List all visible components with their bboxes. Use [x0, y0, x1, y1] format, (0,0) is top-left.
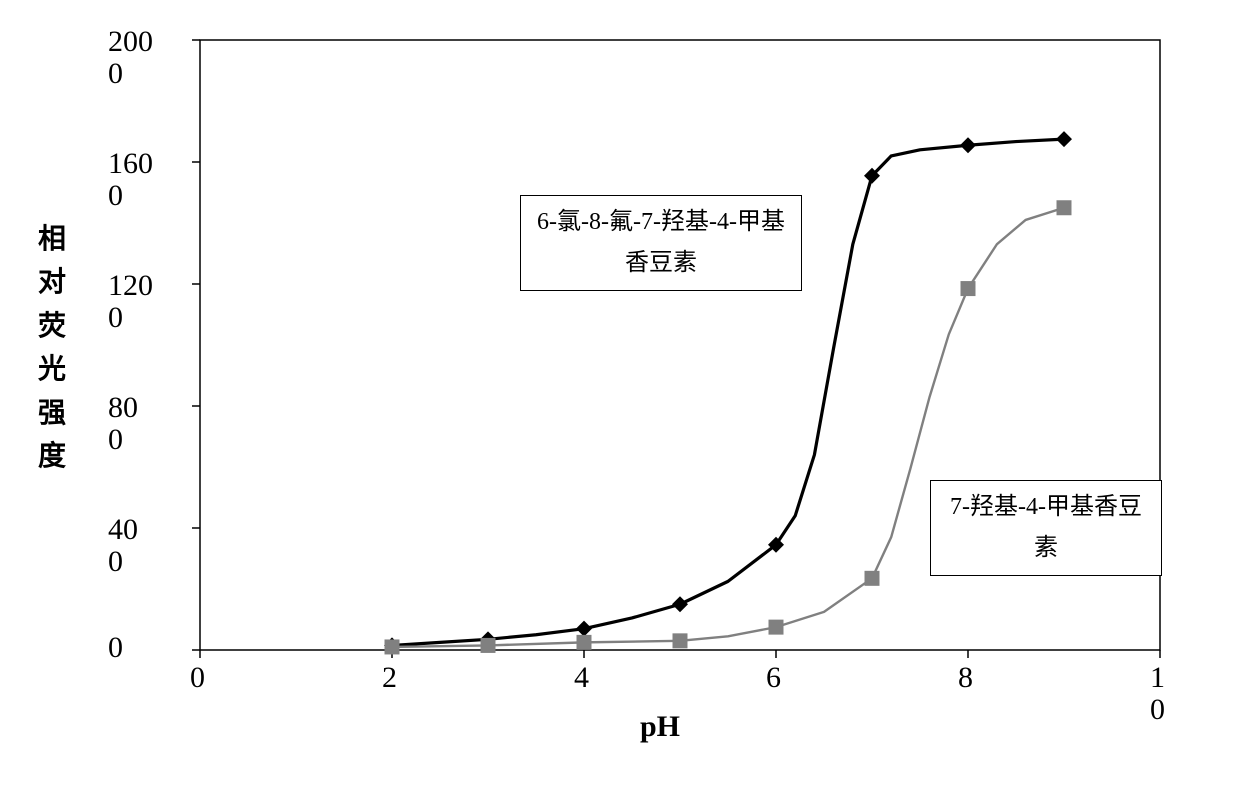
y-tick-label: 160 0 [108, 148, 178, 211]
y-tick-label: 80 0 [108, 392, 178, 455]
legend-series-2: 7-羟基-4-甲基香豆素 [930, 480, 1162, 576]
x-tick-label: 1 0 [1150, 662, 1210, 725]
chart-container: 相 对 荧 光 强 度 pH 040 080 0120 0160 0200 0 … [0, 0, 1240, 792]
x-tick-label: 6 [766, 662, 826, 694]
x-tick-label: 8 [958, 662, 1018, 694]
y-tick-label: 0 [108, 632, 178, 664]
y-tick-label: 200 0 [108, 26, 178, 89]
y-tick-label: 40 0 [108, 514, 178, 577]
x-tick-label: 4 [574, 662, 634, 694]
y-tick-label: 120 0 [108, 270, 178, 333]
x-tick-label: 0 [190, 662, 250, 694]
x-tick-label: 2 [382, 662, 442, 694]
legend-series-1: 6-氯-8-氟-7-羟基-4-甲基香豆素 [520, 195, 802, 291]
